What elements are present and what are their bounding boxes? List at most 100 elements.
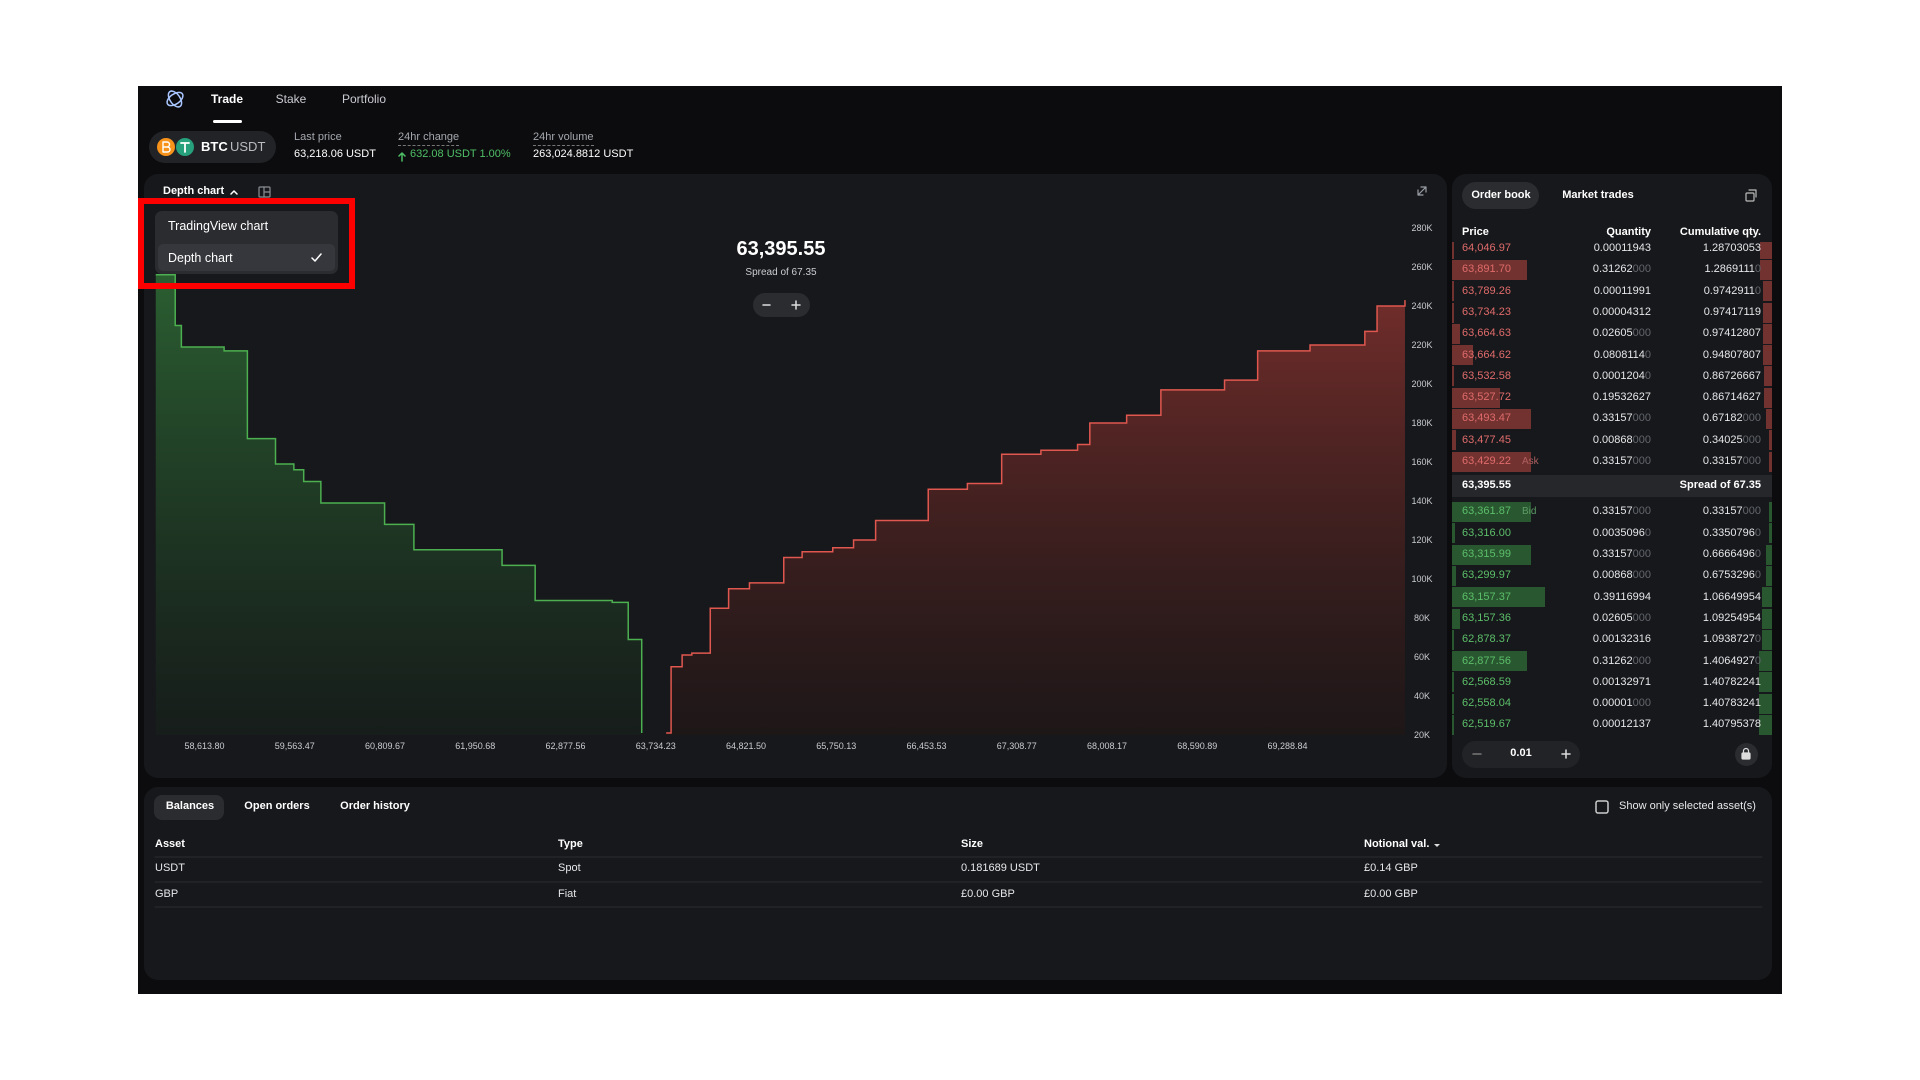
cumulative-qty: 0.33157000	[1702, 505, 1761, 518]
price[interactable]: 63,527.72	[1462, 391, 1511, 404]
y-tick-label: 60K	[1414, 652, 1430, 662]
quantity: 0.39116994	[1593, 590, 1651, 603]
quantity: 0.33157000	[1592, 505, 1651, 518]
price[interactable]: 63,477.45	[1462, 433, 1511, 446]
mid-row-bg	[1452, 475, 1772, 497]
price[interactable]: 62,878.37	[1462, 633, 1511, 646]
quantity-bar	[1452, 242, 1455, 259]
x-tick-label: 58,613.80	[184, 741, 224, 751]
cell: £0.00 GBP	[961, 888, 1015, 901]
nav-tab[interactable]: Trade	[210, 91, 244, 106]
x-tick-label: 68,008.17	[1087, 741, 1127, 751]
quantity: 0.00868000	[1592, 569, 1651, 582]
cumulative-bar	[1758, 672, 1772, 693]
nav-tab[interactable]: Portfolio	[341, 91, 387, 106]
base-asset: BTC	[201, 139, 228, 155]
price[interactable]: 62,877.56	[1462, 654, 1511, 667]
price[interactable]: 62,558.04	[1462, 697, 1511, 710]
bids-line	[155, 274, 643, 734]
price[interactable]: 63,734.23	[1462, 305, 1511, 318]
price[interactable]: 63,157.36	[1462, 611, 1511, 624]
column-header: Size	[961, 838, 984, 851]
spread: Spread of 67.35	[745, 267, 817, 278]
bid-tag: Bid	[1522, 506, 1537, 517]
price[interactable]: 63,664.62	[1462, 348, 1511, 361]
mid-price: 63,395.55	[1462, 479, 1511, 492]
cumulative-qty: 0.66664960	[1702, 548, 1761, 560]
price[interactable]: 63,891.70	[1462, 263, 1511, 276]
cumulative-bar	[1758, 693, 1772, 714]
balances-tab[interactable]: Open orders	[244, 800, 310, 813]
quantity: 0.00012040	[1592, 369, 1651, 382]
quantity-bar	[1452, 302, 1454, 323]
cumulative-qty: 0.33507960	[1702, 526, 1761, 539]
cumulative-bar	[1759, 242, 1772, 259]
cumulative-qty: 1.40783241	[1702, 697, 1761, 710]
column-header: Quantity	[1606, 226, 1651, 239]
cumulative-qty: 0.97412807	[1702, 327, 1761, 340]
quantity: 0.33157000	[1592, 548, 1651, 560]
y-tick-label: 160K	[1411, 457, 1432, 467]
price[interactable]: 63,299.97	[1462, 569, 1511, 582]
cumulative-bar	[1768, 502, 1772, 522]
quantity-bar	[1452, 451, 1532, 472]
quantity-bar	[1452, 387, 1500, 408]
quantity: 0.00001000	[1592, 697, 1651, 710]
y-tick-label: 120K	[1411, 535, 1432, 545]
cumulative-qty: 0.67532960	[1702, 569, 1761, 582]
price[interactable]: 63,316.00	[1462, 526, 1511, 539]
quantity: 0.31262000	[1592, 654, 1651, 667]
price[interactable]: 62,519.67	[1462, 718, 1511, 731]
x-tick-label: 60,809.67	[365, 741, 405, 751]
menu-item[interactable]: Depth chart	[168, 250, 233, 265]
order-book-tab[interactable]: Order book	[1471, 189, 1531, 202]
cumulative-bar	[1763, 387, 1772, 408]
y-tick-label: 140K	[1411, 496, 1432, 506]
x-tick-label: 63,734.23	[636, 741, 676, 751]
quantity-bar	[1452, 715, 1455, 735]
quantity-bar	[1452, 651, 1527, 672]
price[interactable]: 63,493.47	[1462, 412, 1511, 425]
menu-item[interactable]: TradingView chart	[168, 218, 269, 233]
cumulative-bar	[1762, 345, 1772, 366]
view-menu: TradingView chart Depth chart	[155, 211, 338, 274]
quantity: 0.00350960	[1592, 526, 1651, 539]
price[interactable]: 62,568.59	[1462, 675, 1511, 688]
balances-tab[interactable]: Order history	[340, 800, 410, 813]
nav-tab[interactable]: Stake	[275, 91, 307, 106]
quantity: 0.33157000	[1592, 412, 1651, 425]
y-tick-label: 220K	[1411, 340, 1432, 350]
cumulative-qty: 0.86726667	[1702, 369, 1761, 382]
view-selector[interactable]: Depth chart	[163, 185, 225, 198]
cell: £0.14 GBP	[1364, 862, 1418, 875]
cumulative-bar	[1765, 544, 1772, 565]
balances-tab[interactable]: Balances	[165, 800, 215, 813]
balances-tab-pill[interactable]	[154, 795, 224, 820]
bids-area	[155, 274, 642, 735]
column-header: Asset	[155, 838, 185, 851]
price[interactable]: 64,046.97	[1462, 242, 1511, 254]
price[interactable]: 63,361.87	[1462, 505, 1511, 518]
x-tick-label: 59,563.47	[275, 741, 315, 751]
cumulative-qty: 1.40649270	[1702, 654, 1761, 667]
price[interactable]: 63,429.22	[1462, 455, 1511, 467]
price[interactable]: 63,789.26	[1462, 284, 1511, 297]
order-book-tab[interactable]: Market trades	[1562, 189, 1634, 202]
cumulative-qty: 0.97417119	[1703, 305, 1761, 318]
price[interactable]: 63,315.99	[1462, 548, 1511, 560]
asset-filter[interactable]: Show only selected asset(s)	[1619, 800, 1756, 813]
nav-underline	[213, 120, 242, 123]
column-header[interactable]: Notional val.	[1364, 838, 1430, 851]
y-tick-label: 180K	[1411, 418, 1432, 428]
price[interactable]: 63,157.37	[1462, 590, 1511, 603]
quantity: 0.02605000	[1592, 611, 1651, 624]
quantity: 0.08081140	[1593, 348, 1651, 361]
x-tick-label: 67,308.77	[997, 741, 1037, 751]
price[interactable]: 63,532.58	[1462, 369, 1511, 382]
order-size[interactable]: 0.01	[1510, 747, 1532, 760]
price[interactable]: 63,664.63	[1462, 327, 1511, 340]
order-book-tab-pill[interactable]	[1462, 182, 1539, 209]
cumulative-qty: 1.06649954	[1702, 590, 1761, 603]
cumulative-qty: 0.94807807	[1702, 348, 1761, 361]
